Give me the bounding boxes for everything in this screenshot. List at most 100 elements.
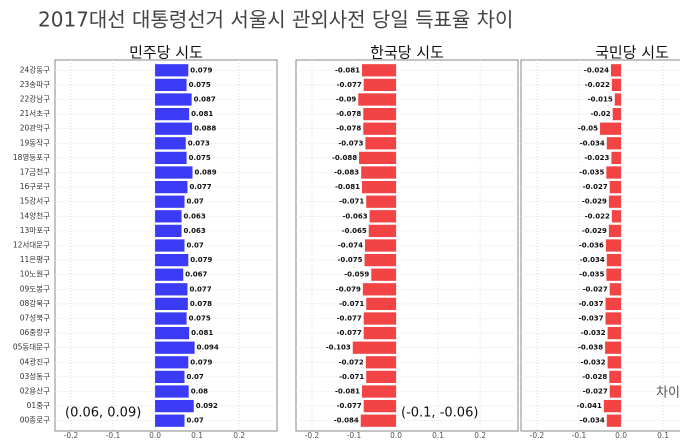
bar xyxy=(606,414,622,427)
bar xyxy=(363,78,397,92)
data-label: -0.022 xyxy=(585,212,610,220)
data-label: -0.041 xyxy=(577,402,602,410)
data-label: -0.079 xyxy=(336,285,361,293)
category-label: 11은평구 xyxy=(20,254,50,264)
bar xyxy=(371,268,397,281)
bar xyxy=(155,268,184,281)
data-label: -0.077 xyxy=(337,402,362,410)
category-label: 00종로구 xyxy=(20,416,50,425)
annotation: (0.06, 0.09) xyxy=(65,406,141,421)
category-label: 15강서구 xyxy=(20,196,50,206)
data-label: -0.034 xyxy=(580,417,605,425)
bar xyxy=(358,93,397,106)
bar xyxy=(609,180,622,194)
bar xyxy=(155,93,192,106)
data-label: -0.038 xyxy=(578,344,603,352)
bar xyxy=(608,224,622,238)
bar xyxy=(155,64,189,77)
x-tick-label: -0.2 xyxy=(305,431,320,440)
data-label: -0.027 xyxy=(583,388,608,396)
data-label: -0.072 xyxy=(339,358,364,366)
category-label: 14양천구 xyxy=(20,210,50,220)
data-label: -0.071 xyxy=(339,300,364,308)
data-label: -0.081 xyxy=(335,183,360,191)
bar xyxy=(607,356,622,369)
data-label: -0.075 xyxy=(337,256,362,264)
bar xyxy=(362,180,397,194)
bar xyxy=(155,370,185,384)
data-label: 0.075 xyxy=(189,154,211,162)
data-label: -0.024 xyxy=(584,66,609,74)
bar xyxy=(605,297,622,311)
data-label: -0.078 xyxy=(336,125,361,133)
data-label: 0.092 xyxy=(196,402,218,410)
x-tick-label: -0.2 xyxy=(64,431,79,440)
data-label: 0.075 xyxy=(189,315,211,323)
data-label: -0.077 xyxy=(337,329,362,337)
data-label: 0.081 xyxy=(191,329,213,337)
bar xyxy=(369,210,397,223)
data-label: -0.103 xyxy=(326,344,351,352)
data-label: 0.079 xyxy=(190,358,212,366)
bar xyxy=(363,399,397,413)
data-label: -0.059 xyxy=(344,271,369,279)
data-label: -0.027 xyxy=(583,285,608,293)
data-label: -0.074 xyxy=(338,242,363,250)
x-tick-label: -0.1 xyxy=(347,431,362,440)
bar xyxy=(605,312,622,325)
data-label: 0.063 xyxy=(184,227,206,235)
bar xyxy=(612,107,622,121)
bar xyxy=(155,210,182,223)
x-tick-label: 0.0 xyxy=(390,431,402,440)
bar xyxy=(363,122,397,135)
bar xyxy=(364,253,397,267)
annotation: (-0.1, -0.06) xyxy=(401,406,478,421)
bar xyxy=(361,166,397,179)
bar xyxy=(155,356,189,369)
bar xyxy=(603,399,622,413)
bar xyxy=(155,312,187,325)
data-label: -0.083 xyxy=(334,169,359,177)
bar xyxy=(606,137,622,150)
category-label: 07성북구 xyxy=(20,314,50,323)
data-label: 0.07 xyxy=(187,242,204,250)
bar xyxy=(611,210,622,223)
data-label: -0.034 xyxy=(580,139,605,147)
bar xyxy=(155,107,190,121)
bar xyxy=(155,326,190,340)
category-label: 09도봉구 xyxy=(20,284,50,293)
x-tick-label: -0.2 xyxy=(530,431,545,440)
category-label: 06중랑구 xyxy=(20,328,50,337)
data-label: -0.065 xyxy=(342,227,367,235)
bar xyxy=(155,414,185,427)
data-label: -0.037 xyxy=(578,300,603,308)
data-label: -0.073 xyxy=(338,139,363,147)
data-label: -0.035 xyxy=(579,169,604,177)
bar xyxy=(368,224,397,238)
category-label: 16구로구 xyxy=(20,182,50,191)
data-label: -0.09 xyxy=(336,96,356,104)
data-label: 0.081 xyxy=(191,110,213,118)
data-label: -0.032 xyxy=(581,329,606,337)
category-label: 20관악구 xyxy=(20,123,50,133)
category-label: 08강북구 xyxy=(20,298,50,308)
x-tick-label: 0.2 xyxy=(474,431,486,440)
chart-title: 2017대선 대통령선거 서울시 관외사전 당일 득표율 차이 xyxy=(38,8,513,32)
category-label: 23송파구 xyxy=(20,80,50,89)
bar xyxy=(611,151,622,165)
category-label: 24강동구 xyxy=(20,64,50,74)
bar xyxy=(155,122,193,135)
bar xyxy=(155,151,187,165)
bar xyxy=(155,297,188,311)
data-label: 0.094 xyxy=(197,344,219,352)
bar xyxy=(363,107,397,121)
data-label: -0.036 xyxy=(579,242,604,250)
bar xyxy=(609,283,622,296)
data-label: -0.088 xyxy=(332,154,357,162)
data-label: -0.081 xyxy=(335,66,360,74)
data-label: -0.071 xyxy=(339,373,364,381)
data-label: 0.075 xyxy=(189,81,211,89)
data-label: -0.02 xyxy=(590,110,610,118)
bar xyxy=(352,341,397,354)
